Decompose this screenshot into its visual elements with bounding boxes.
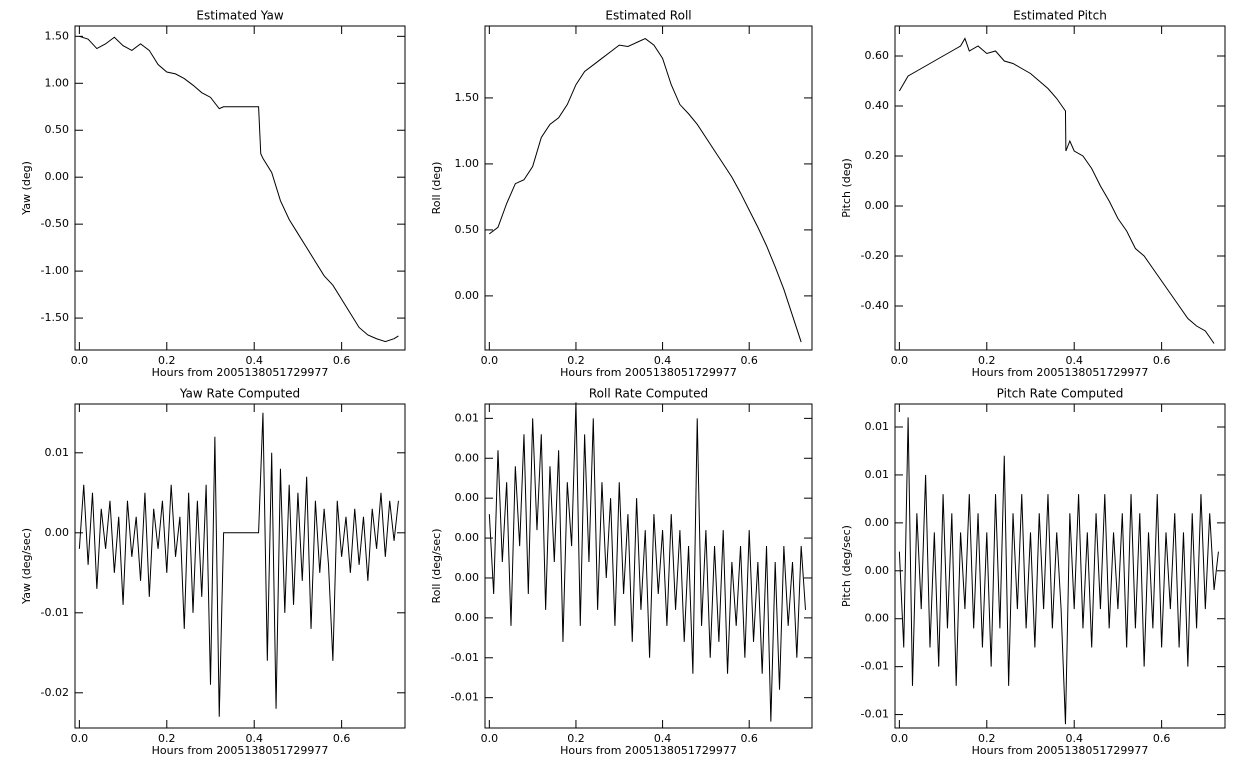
x-tick-label: 0.6 [333,732,351,745]
x-tick-label: 0.6 [333,354,351,367]
y-tick-label: 0.00 [455,289,480,302]
chart-title: Pitch Rate Computed [997,387,1124,401]
x-axis-label: Hours from 2005138051729977 [972,744,1149,757]
y-tick-label: 0.00 [865,612,890,625]
x-axis-label: Hours from 2005138051729977 [560,366,737,379]
y-axis-label: Pitch (deg) [840,158,853,218]
x-tick-label: 0.2 [567,354,585,367]
plot-frame [484,403,813,729]
x-tick-label: 0.4 [654,354,672,367]
y-tick-label: 0.00 [455,531,480,544]
x-tick-label: 0.0 [481,354,499,367]
chart-title: Estimated Pitch [1013,9,1107,23]
y-tick-label: 0.01 [455,411,480,424]
data-line [489,37,802,343]
plot-frame [484,25,813,351]
y-tick-label: 1.00 [45,76,70,89]
data-line [488,402,806,722]
x-tick-label: 0.4 [654,732,672,745]
y-tick-label: -0.01 [41,606,69,619]
y-tick-label: 0.01 [865,468,890,481]
x-tick-label: 0.0 [891,732,909,745]
data-line [898,37,1215,344]
plot-frame [894,25,1226,351]
x-tick-label: 0.2 [567,732,585,745]
x-tick-label: 0.4 [245,732,263,745]
y-tick-label: 0.00 [455,611,480,624]
y-tick-label: 0.50 [455,223,480,236]
y-tick-label: -0.40 [861,299,889,312]
chart-title: Estimated Roll [605,9,691,23]
x-tick-label: 0.4 [1065,732,1083,745]
x-tick-label: 0.4 [245,354,263,367]
y-tick-label: 0.00 [865,564,890,577]
y-tick-label: 1.50 [455,91,480,104]
y-tick-label: 0.20 [865,149,890,162]
y-tick-label: -0.20 [861,249,889,262]
y-tick-label: 0.00 [45,170,70,183]
y-axis-label: Pitch (deg/sec) [840,525,853,607]
y-tick-label: -1.50 [41,311,69,324]
y-tick-label: -0.50 [41,217,69,230]
y-tick-label: -0.01 [861,708,889,721]
y-axis-label: Yaw (deg/sec) [20,528,33,605]
y-tick-label: 0.00 [865,199,890,212]
y-tick-label: 0.01 [865,420,890,433]
y-tick-label: -0.02 [41,686,69,699]
chart-title: Estimated Yaw [196,9,283,23]
x-tick-label: 0.0 [481,732,499,745]
y-tick-label: 0.60 [865,49,890,62]
x-tick-label: 0.0 [71,732,89,745]
x-tick-label: 0.2 [158,354,176,367]
data-line [898,417,1219,725]
x-tick-label: 0.6 [1153,354,1171,367]
y-tick-label: 0.01 [45,446,70,459]
x-tick-label: 0.6 [1153,732,1171,745]
plot-frame [74,403,406,729]
y-axis-label: Yaw (deg) [20,161,33,216]
x-axis-label: Hours from 2005138051729977 [972,366,1149,379]
y-tick-label: -0.01 [861,660,889,673]
x-tick-label: 0.2 [978,732,996,745]
y-tick-label: 0.00 [45,526,70,539]
x-axis-label: Hours from 2005138051729977 [560,744,737,757]
chart-title: Yaw Rate Computed [179,387,300,401]
data-line [79,35,399,343]
chart-title: Roll Rate Computed [589,387,708,401]
plot-frame [894,403,1226,729]
y-tick-label: 0.00 [455,571,480,584]
x-axis-label: Hours from 2005138051729977 [152,744,329,757]
y-tick-label: -1.00 [41,264,69,277]
y-tick-label: 1.00 [455,157,480,170]
x-tick-label: 0.4 [1065,354,1083,367]
x-tick-label: 0.0 [71,354,89,367]
y-tick-label: 0.00 [865,516,890,529]
x-tick-label: 0.6 [740,732,758,745]
x-tick-label: 0.2 [978,354,996,367]
y-tick-label: 0.50 [45,123,70,136]
x-axis-label: Hours from 2005138051729977 [152,366,329,379]
y-tick-label: -0.01 [451,651,479,664]
y-axis-label: Roll (deg/sec) [430,528,443,603]
data-line [78,412,399,717]
y-tick-label: 1.50 [45,29,70,42]
y-tick-label: 0.40 [865,99,890,112]
x-tick-label: 0.6 [740,354,758,367]
y-tick-label: -0.01 [451,691,479,704]
x-tick-label: 0.2 [158,732,176,745]
y-tick-label: 0.00 [455,491,480,504]
y-tick-label: 0.00 [455,451,480,464]
plot-frame [74,25,406,351]
y-axis-label: Roll (deg) [430,162,443,215]
x-tick-label: 0.0 [891,354,909,367]
